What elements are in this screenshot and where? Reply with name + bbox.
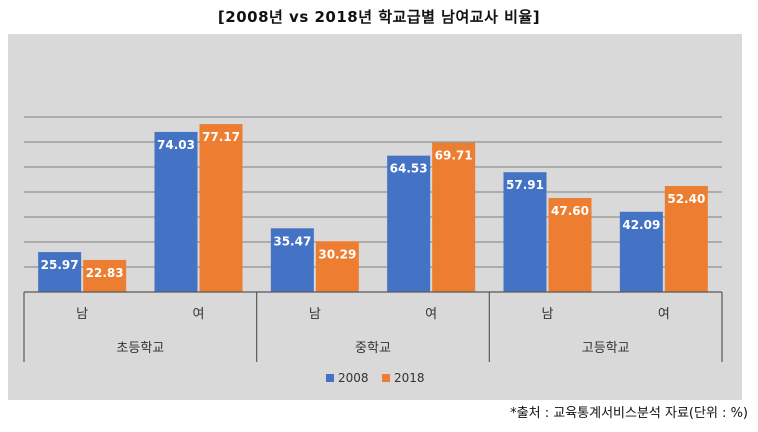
bar-2008-5 xyxy=(619,211,663,292)
category-label: 남 xyxy=(76,307,88,322)
data-label: 64.53 xyxy=(390,162,428,176)
legend: 2008 2018 xyxy=(326,371,425,385)
data-label: 77.17 xyxy=(202,130,240,144)
category-label: 남 xyxy=(309,307,321,322)
bar-2008-1 xyxy=(154,131,198,292)
chart-title: [2008년 vs 2018년 학교급별 남여교사 비율] xyxy=(217,8,541,26)
data-label: 25.97 xyxy=(41,258,79,272)
data-label: 22.83 xyxy=(86,266,124,280)
data-label: 74.03 xyxy=(157,138,195,152)
category-label: 여 xyxy=(425,307,437,322)
bar-2008-4 xyxy=(503,172,547,292)
bar-2008-2 xyxy=(270,228,314,292)
bar-2008-0 xyxy=(38,252,82,292)
data-label: 35.47 xyxy=(273,234,311,248)
bar-2018-4 xyxy=(548,198,592,292)
bar-2018-5 xyxy=(664,186,708,292)
category-label: 여 xyxy=(658,307,670,322)
bar-2018-0 xyxy=(83,259,127,292)
data-label: 69.71 xyxy=(435,149,473,163)
bar-2008-3 xyxy=(387,155,431,292)
data-label: 52.40 xyxy=(667,192,705,206)
bar-2018-1 xyxy=(199,124,243,292)
source-note: *출처 : 교육통계서비스분석 자료(단위 : %) xyxy=(510,406,748,421)
data-label: 30.29 xyxy=(318,247,356,261)
data-label: 47.60 xyxy=(551,204,589,218)
bars xyxy=(38,124,708,292)
bar-2018-3 xyxy=(432,142,476,292)
legend-label-2018: 2018 xyxy=(394,371,425,385)
category-label: 남 xyxy=(542,307,554,322)
bar-2018-2 xyxy=(315,241,359,292)
data-label: 57.91 xyxy=(506,178,544,192)
gridlines xyxy=(24,116,722,268)
legend-swatch-2008 xyxy=(326,374,334,382)
data-label: 42.09 xyxy=(622,218,660,232)
legend-swatch-2018 xyxy=(382,374,390,382)
category-label: 여 xyxy=(193,307,205,322)
group-label: 중학교 xyxy=(355,341,391,356)
group-label: 고등학교 xyxy=(582,341,630,356)
group-label: 초등학교 xyxy=(116,341,164,356)
data-labels: 25.97 22.83 74.03 77.17 35.47 30.29 64.53 69.71… xyxy=(41,130,706,280)
legend-label-2008: 2008 xyxy=(338,371,369,385)
